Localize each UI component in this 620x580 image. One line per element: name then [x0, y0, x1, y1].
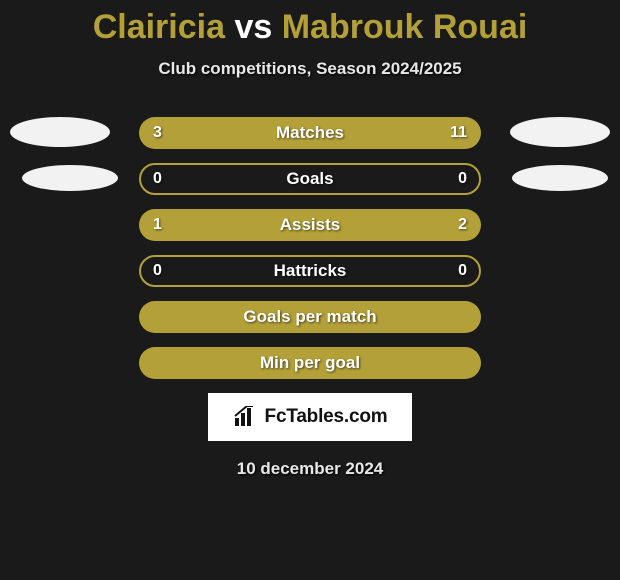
subtitle: Club competitions, Season 2024/2025	[0, 59, 620, 79]
stat-value-right: 2	[458, 209, 481, 241]
stat-label: Min per goal	[139, 347, 481, 379]
stat-rows: Matches311Goals00Assists12Hattricks00Goa…	[0, 117, 620, 379]
stat-label: Matches	[139, 117, 481, 149]
stat-row: Matches3 11	[0, 117, 620, 149]
comparison-title: Clairicia vs Mabrouk Rouai	[0, 0, 620, 47]
stat-row: Goals per match	[0, 301, 620, 333]
stat-row: Min per goal	[0, 347, 620, 379]
stat-value-left: 0	[139, 163, 162, 195]
chart-icon	[233, 406, 259, 428]
stat-value-right: 0	[458, 255, 481, 287]
stat-value-left: 3	[139, 117, 162, 149]
stat-label: Assists	[139, 209, 481, 241]
title-vs: vs	[234, 8, 272, 46]
title-player1: Clairicia	[93, 8, 225, 46]
stat-row: Hattricks0 0	[0, 255, 620, 287]
logo-text: FcTables.com	[265, 406, 388, 428]
stat-value-left: 0	[139, 255, 162, 287]
stat-label: Goals per match	[139, 301, 481, 333]
logo-box: FcTables.com	[208, 393, 412, 441]
date-line: 10 december 2024	[0, 459, 620, 479]
chart-area: Matches311Goals00Assists12Hattricks00Goa…	[0, 117, 620, 379]
stat-value-right: 11	[450, 117, 481, 149]
stat-label: Hattricks	[139, 255, 481, 287]
stat-value-left: 1	[139, 209, 162, 241]
stat-row: Goals0 0	[0, 163, 620, 195]
stat-row: Assists1 2	[0, 209, 620, 241]
stat-label: Goals	[139, 163, 481, 195]
title-player2: Mabrouk Rouai	[282, 8, 528, 46]
stat-value-right: 0	[458, 163, 481, 195]
